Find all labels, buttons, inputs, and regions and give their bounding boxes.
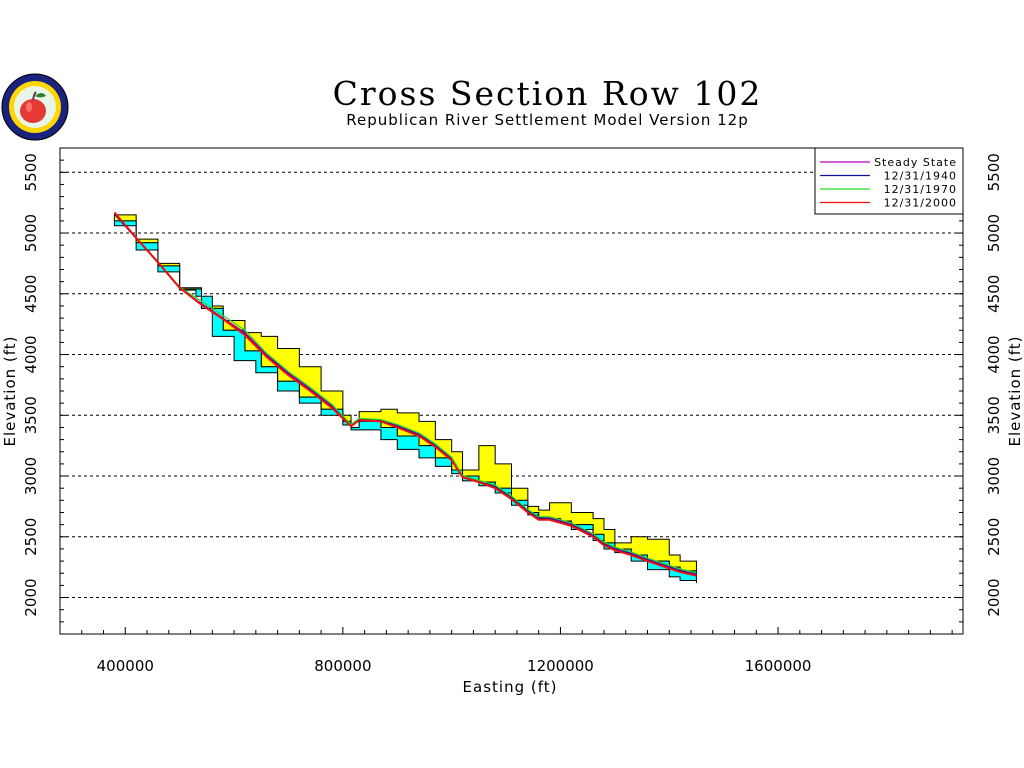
axis-ticks [59,147,963,635]
plot-frame [59,147,964,635]
x-tick-label-400000: 400000 [97,657,154,675]
y-tick-label-left-3500: 3500 [22,396,40,434]
y-tick-label-right-4000: 4000 [985,335,1003,373]
x-tick-label-800000: 800000 [314,657,371,675]
state-seal-logo [1,73,69,141]
y-tick-label-right-3000: 3000 [985,457,1003,495]
y-tick-label-right-2500: 2500 [985,518,1003,556]
chart-subtitle: Republican River Settlement Model Versio… [346,111,749,129]
upper-layer-area [113,214,697,575]
y-tick-label-left-4500: 4500 [22,275,40,313]
series-line-1 [113,213,697,576]
y-tick-labels-left: 2000 2500 3000 3500 4000 4500 5000 5500 [22,153,40,616]
y-tick-label-left-5000: 5000 [22,214,40,252]
y-tick-label-left-2500: 2500 [22,518,40,556]
legend-label-3: 12/31/2000 [884,197,957,210]
y-tick-label-left-2000: 2000 [22,578,40,616]
y-tick-label-right-4500: 4500 [985,275,1003,313]
grid-lines [60,171,963,599]
legend-label-0: Steady State [874,156,957,169]
y-tick-label-right-3500: 3500 [985,396,1003,434]
x-tick-label-1200000: 1200000 [527,657,594,675]
y-tick-label-left-3000: 3000 [22,457,40,495]
y-axis-title-left: Elevation (ft) [1,335,19,446]
series-line-0 [113,213,697,574]
x-axis-title: Easting (ft) [463,678,558,696]
y-axis-title-right: Elevation (ft) [1006,335,1024,446]
series-line-3 [113,211,697,577]
legend-label-1: 12/31/1940 [884,170,957,183]
head-series [113,211,697,577]
x-tick-label-1600000: 1600000 [745,657,812,675]
legend-label-2: 12/31/1970 [884,183,957,196]
y-tick-label-right-5000: 5000 [985,214,1003,252]
y-tick-labels-right: 2000 2500 3000 3500 4000 4500 5000 5500 [985,153,1003,616]
layer-areas [113,214,697,583]
y-tick-label-right-5500: 5500 [985,153,1003,191]
y-tick-label-left-5500: 5500 [22,153,40,191]
series-line-2 [113,212,697,574]
y-tick-label-right-2000: 2000 [985,578,1003,616]
y-tick-label-left-4000: 4000 [22,335,40,373]
legend: Steady State12/31/194012/31/197012/31/20… [814,147,964,215]
x-tick-labels: 400000 800000 1200000 1600000 [97,657,812,675]
lower-layer-area [113,220,697,583]
chart-title: Cross Section Row 102 [332,74,763,113]
